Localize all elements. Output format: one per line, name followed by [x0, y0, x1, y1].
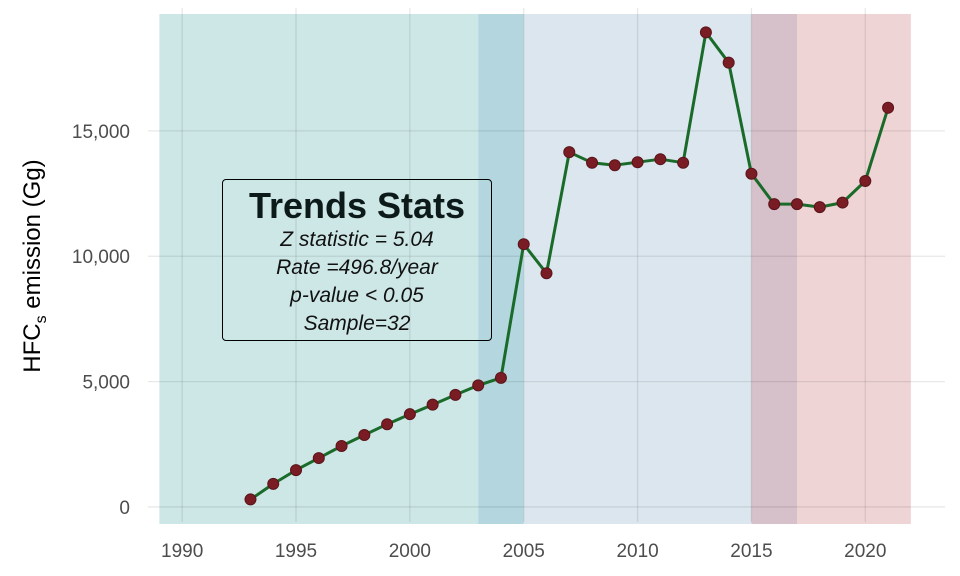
data-point-1998 [358, 428, 371, 441]
data-point-2010 [631, 156, 644, 169]
y-tick-label-0: 0 [119, 498, 130, 519]
period-band-0 [159, 14, 479, 524]
data-point-2021 [882, 101, 895, 114]
data-point-2009 [608, 159, 621, 172]
x-tick-label-2005: 2005 [503, 541, 545, 562]
data-point-2017 [790, 198, 803, 211]
data-point-2000 [403, 408, 416, 421]
data-point-2004 [494, 371, 507, 384]
data-point-2019 [836, 196, 849, 209]
period-band-2 [523, 14, 752, 524]
trend-stats-box: Trends Stats Z statistic = 5.04 Rate =49… [222, 179, 492, 341]
stats-z-statistic: Z statistic = 5.04 [280, 228, 434, 251]
x-tick-label-2020: 2020 [844, 541, 886, 562]
data-point-1996 [312, 452, 325, 465]
data-point-2003 [472, 379, 485, 392]
data-point-1995 [290, 464, 303, 477]
y-tick-label-5000: 5,000 [82, 373, 130, 394]
data-point-2007 [563, 146, 576, 159]
data-point-2018 [813, 201, 826, 214]
period-bands [159, 14, 911, 524]
data-point-2011 [654, 153, 667, 166]
data-point-2005 [517, 238, 530, 251]
data-points [244, 26, 895, 506]
period-band-4 [796, 14, 911, 524]
x-tick-label-2000: 2000 [389, 541, 431, 562]
data-point-1999 [381, 418, 394, 431]
gridlines [148, 8, 945, 522]
y-axis-title: HFCs emission (Gg) [19, 159, 50, 372]
period-band-3 [751, 14, 797, 524]
tick-labels: 1990 1995 2000 2005 2010 2015 2020 0 5,000 10,000… [72, 122, 887, 562]
data-point-1994 [267, 477, 280, 490]
stats-title: Trends Stats [248, 185, 466, 226]
data-point-2012 [677, 156, 690, 169]
period-band-1 [478, 14, 524, 524]
x-tick-label-2015: 2015 [730, 541, 772, 562]
data-point-2015 [745, 167, 758, 180]
x-tick-label-1995: 1995 [275, 541, 317, 562]
data-point-2001 [426, 398, 439, 411]
data-point-2014 [722, 56, 735, 69]
data-point-2016 [768, 198, 781, 211]
data-point-1993 [244, 493, 257, 506]
data-point-1997 [335, 440, 348, 453]
x-tick-label-1990: 1990 [161, 541, 203, 562]
stats-p-value: p-value < 0.05 [290, 284, 424, 307]
stats-sample: Sample=32 [303, 312, 411, 335]
x-tick-label-2010: 2010 [616, 541, 658, 562]
y-tick-label-15000: 15,000 [72, 122, 130, 143]
y-tick-label-10000: 10,000 [72, 247, 130, 268]
data-point-2008 [586, 156, 599, 169]
data-point-2002 [449, 388, 462, 401]
data-point-2006 [540, 267, 553, 280]
data-point-2013 [699, 26, 712, 39]
data-point-2020 [859, 175, 872, 188]
stats-rate: Rate =496.8/year [276, 256, 438, 279]
